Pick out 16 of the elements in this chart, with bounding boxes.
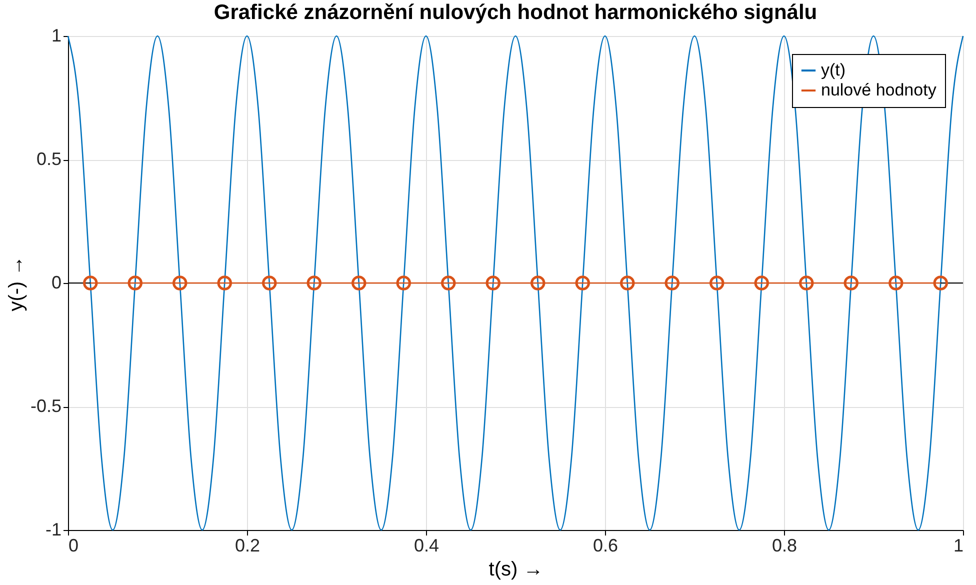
legend-label: nulové hodnoty xyxy=(821,80,937,100)
x-tick-label: 0.6 xyxy=(592,536,618,556)
chart-title: Grafické znázornění nulových hodnot harmonického signálu xyxy=(214,1,818,24)
legend-label: y(t) xyxy=(821,60,846,80)
x-tick-label: 0.8 xyxy=(772,536,798,556)
y-tick-label: -0.5 xyxy=(30,396,62,416)
y-tick-label: 0.5 xyxy=(36,149,62,169)
x-axis-title: t(s) → xyxy=(488,558,544,580)
y-tick-label: 1 xyxy=(51,26,62,46)
y-tick-label: 0 xyxy=(51,272,62,292)
x-tick-label: 0 xyxy=(68,536,79,556)
y-tick-label: -1 xyxy=(45,520,62,540)
x-tick-label: 0.2 xyxy=(234,536,260,556)
x-tick-label: 1 xyxy=(953,536,964,556)
x-tick-label: 0.4 xyxy=(414,536,440,556)
y-axis-title: y(-) → xyxy=(5,256,28,312)
